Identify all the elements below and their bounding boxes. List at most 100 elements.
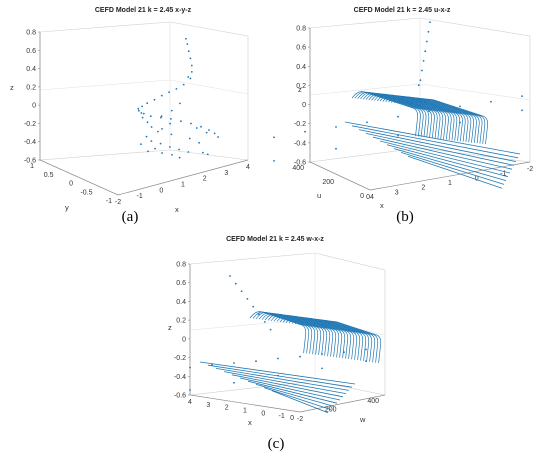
panel-b-z-tick-label: 0.4 bbox=[296, 64, 306, 71]
panel-a-y-tick-label: 0 bbox=[69, 181, 73, 188]
panel-c-trajectory-line bbox=[247, 380, 338, 404]
panel-b-axes bbox=[309, 28, 531, 191]
panel-a-data-point bbox=[190, 71, 193, 73]
panel-c-trajectory-line bbox=[291, 316, 349, 359]
panel-b-trajectory-line bbox=[386, 144, 509, 178]
panel-b-trajectory-line bbox=[399, 96, 466, 142]
panel-a-data-point bbox=[187, 50, 190, 53]
panel-a-data-point bbox=[169, 146, 171, 148]
panel-c-trajectory-line bbox=[306, 318, 364, 361]
panel-c-trajectory-line bbox=[252, 311, 310, 354]
panel-c-trajectory-line bbox=[231, 374, 344, 398]
panel-c-trajectory-line bbox=[255, 312, 313, 354]
panel-c-data-point bbox=[321, 367, 323, 370]
panel-b-trajectory-line bbox=[382, 94, 449, 140]
panel-c-x-tick-label: 3 bbox=[206, 402, 210, 409]
panel-c-trajectory-line bbox=[249, 311, 307, 353]
panel-c-data-point bbox=[233, 381, 235, 384]
panel-a-z-tick-label: 0 bbox=[32, 103, 36, 110]
panel-c-data-point bbox=[189, 389, 191, 391]
panel-a-data-point bbox=[206, 153, 209, 156]
panel-b-trajectory-line bbox=[396, 96, 463, 142]
panel-a-x-tick-label: 4 bbox=[246, 164, 250, 171]
panel-b-x-tick-label: 0 bbox=[475, 175, 479, 182]
panel-b-data-point bbox=[273, 160, 275, 162]
panel-c-trajectory-line bbox=[315, 320, 373, 362]
panel-b-data-point bbox=[424, 50, 427, 53]
panel-b-z-tick-label: -0.6 bbox=[294, 160, 306, 167]
panel-c-x-tick-label: -2 bbox=[297, 416, 303, 423]
panel-a-title: CEFD Model 21 k = 2.45 x-y-z bbox=[95, 7, 192, 14]
panel-b-trajectory-line bbox=[413, 98, 480, 144]
panel-b-data-point bbox=[397, 115, 399, 118]
panel-b-data-point bbox=[335, 126, 337, 128]
panel-b-trajectory-line bbox=[354, 91, 421, 137]
panel-a-data-point bbox=[138, 109, 140, 112]
panel-b-trajectory-line bbox=[407, 97, 475, 143]
panel-b-trajectory-line bbox=[400, 152, 505, 185]
panel-a-data-point bbox=[205, 131, 208, 134]
panel-c: CEFD Model 21 k = 2.45 w-x-z -0.6-0.4-0.… bbox=[168, 236, 386, 452]
panel-b-trajectory-line bbox=[393, 96, 461, 142]
panel-a-z-tick-label: 0.4 bbox=[26, 66, 36, 73]
panel-a-data-point bbox=[154, 147, 157, 150]
panel-a-box bbox=[39, 21, 249, 161]
panel-c-trajectory-line bbox=[288, 316, 346, 359]
panel-b-trajectory-line bbox=[379, 140, 511, 174]
panel-c-data-point bbox=[246, 298, 249, 300]
panel-a-points bbox=[137, 37, 220, 159]
panel-a-data-point bbox=[213, 132, 216, 135]
panel-a-data-point bbox=[150, 126, 153, 128]
panel-b: CEFD Model 21 k = 2.45 u-x-z -0.6-0.4-0.… bbox=[273, 7, 533, 225]
panel-a-x-label: x bbox=[175, 205, 179, 214]
panel-a-z-tick-label: 0.8 bbox=[26, 30, 36, 37]
panel-b-data-point bbox=[459, 105, 461, 108]
panel-c-trajectory-line bbox=[282, 315, 340, 358]
panel-a-data-point bbox=[150, 140, 153, 143]
panel-a-data-point bbox=[175, 88, 178, 90]
panel-a-data-point bbox=[188, 137, 191, 140]
panel-a-data-point bbox=[141, 116, 144, 119]
panel-b-data-point bbox=[304, 130, 306, 133]
panel-a-data-point bbox=[202, 151, 204, 154]
panel-c-trajectory-line bbox=[300, 318, 358, 360]
panel-a-y-tick-label: 1 bbox=[30, 163, 34, 170]
panel-a-data-point bbox=[185, 37, 187, 40]
panel-b-z-tick-label: 0.6 bbox=[296, 45, 306, 52]
panel-c-box bbox=[189, 252, 386, 396]
panel-b-points bbox=[273, 21, 523, 189]
panel-b-trajectory-line bbox=[418, 98, 486, 144]
panel-b-z-ticks: -0.6 -0.4 -0.2 0 0.2 0.4 0.6 0.8 bbox=[294, 26, 310, 167]
panel-b-trajectory-line bbox=[368, 93, 435, 139]
panel-c-trajectory-line bbox=[312, 319, 370, 362]
panel-b-x-tick-label: 2 bbox=[421, 185, 425, 192]
panel-b-x-ticks: 04 3 2 1 0 -1 -2 bbox=[366, 166, 533, 201]
panel-a-data-point bbox=[157, 130, 159, 133]
panel-b-trajectory-line bbox=[402, 97, 469, 142]
panel-c-y-tick-label: 400 bbox=[367, 398, 379, 405]
panel-a-z-tick-label: -0.2 bbox=[24, 121, 36, 128]
panel-c-data-point bbox=[263, 321, 266, 323]
panel-c-trajectory-line bbox=[215, 368, 350, 391]
panel-c-z-tick-label: 0.2 bbox=[176, 318, 186, 325]
panel-b-trajectory-line bbox=[374, 93, 441, 139]
panel-b-trajectory-line bbox=[362, 92, 430, 138]
panel-a-z-tick-label: 0.6 bbox=[26, 48, 36, 55]
panel-b-y-ticks: 400 200 0 bbox=[292, 165, 364, 200]
panel-a-data-point bbox=[137, 107, 140, 110]
panel-c-trajectory-line bbox=[258, 312, 316, 355]
panel-c-data-point bbox=[234, 282, 237, 285]
panel-c-points bbox=[189, 275, 382, 414]
panel-b-data-point bbox=[521, 109, 523, 112]
panel-c-trajectory-line bbox=[279, 315, 337, 357]
panel-b-data-point bbox=[521, 95, 523, 97]
panel-c-trajectory-line bbox=[309, 319, 367, 361]
panel-a-y-tick-label: -0.5 bbox=[80, 189, 92, 196]
panel-c-z-tick-label: 0.4 bbox=[176, 299, 186, 306]
panel-a-grid bbox=[39, 22, 249, 150]
panel-c-axes bbox=[189, 264, 386, 413]
panel-b-x-tick-label: 04 bbox=[366, 194, 374, 201]
panel-a-data-point bbox=[153, 98, 156, 101]
panel-c-trajectory-line bbox=[318, 320, 376, 363]
panel-b-trajectory-line bbox=[376, 94, 444, 140]
